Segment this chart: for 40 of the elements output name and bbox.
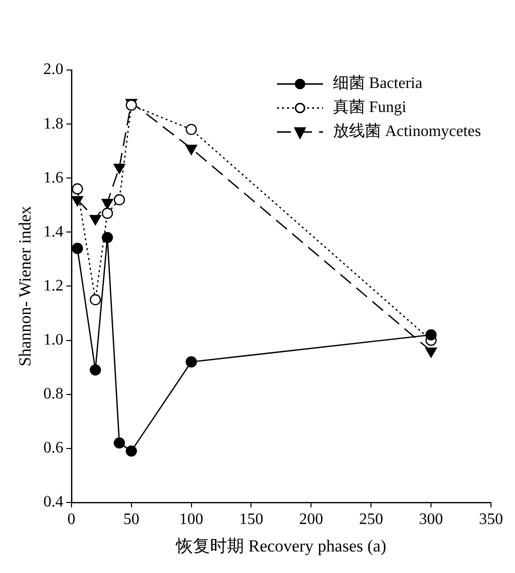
- y-tick-label: 1.0: [43, 331, 64, 348]
- point: [102, 198, 114, 210]
- point: [114, 194, 125, 206]
- x-tick-label: 0: [67, 511, 76, 528]
- legend-label: 细菌 Bacteria: [333, 74, 422, 92]
- point: [114, 164, 126, 174]
- point: [72, 196, 84, 206]
- point: [186, 356, 197, 368]
- x-tick-label: 300: [419, 511, 444, 528]
- point: [102, 232, 113, 244]
- point: [425, 347, 437, 358]
- x-axis-title: 恢复时期 Recovery phases (a): [175, 536, 386, 556]
- point: [126, 445, 137, 457]
- y-tick-label: 1.6: [43, 169, 64, 186]
- point: [114, 437, 125, 449]
- y-tick-label: 1.2: [43, 277, 64, 294]
- y-tick-label: 0.8: [43, 386, 64, 403]
- y-tick-label: 2.0: [43, 61, 64, 78]
- x-tick-label: 250: [359, 511, 384, 528]
- point: [72, 242, 83, 254]
- x-tick-label: 50: [123, 511, 140, 528]
- y-tick-label: 1.8: [43, 115, 64, 132]
- y-axis-title: Shannon- Wiener index: [16, 205, 35, 366]
- point: [186, 124, 197, 136]
- point: [185, 144, 198, 155]
- x-tick-label: 150: [239, 511, 264, 528]
- x-tick-label: 350: [479, 511, 503, 528]
- x-tick-label: 100: [179, 511, 204, 528]
- point: [90, 364, 101, 376]
- legend-label: 真菌 Fungi: [333, 98, 407, 116]
- legend-label: 放线菌 Actinomycetes: [333, 122, 481, 140]
- y-tick-label: 0.6: [43, 440, 64, 457]
- point: [102, 208, 113, 219]
- point: [72, 183, 83, 195]
- y-tick-label: 0.4: [43, 494, 64, 511]
- y-tick-label: 1.4: [43, 223, 64, 240]
- point: [425, 329, 437, 340]
- point: [90, 294, 101, 306]
- x-tick-label: 200: [299, 511, 324, 528]
- point: [90, 215, 102, 226]
